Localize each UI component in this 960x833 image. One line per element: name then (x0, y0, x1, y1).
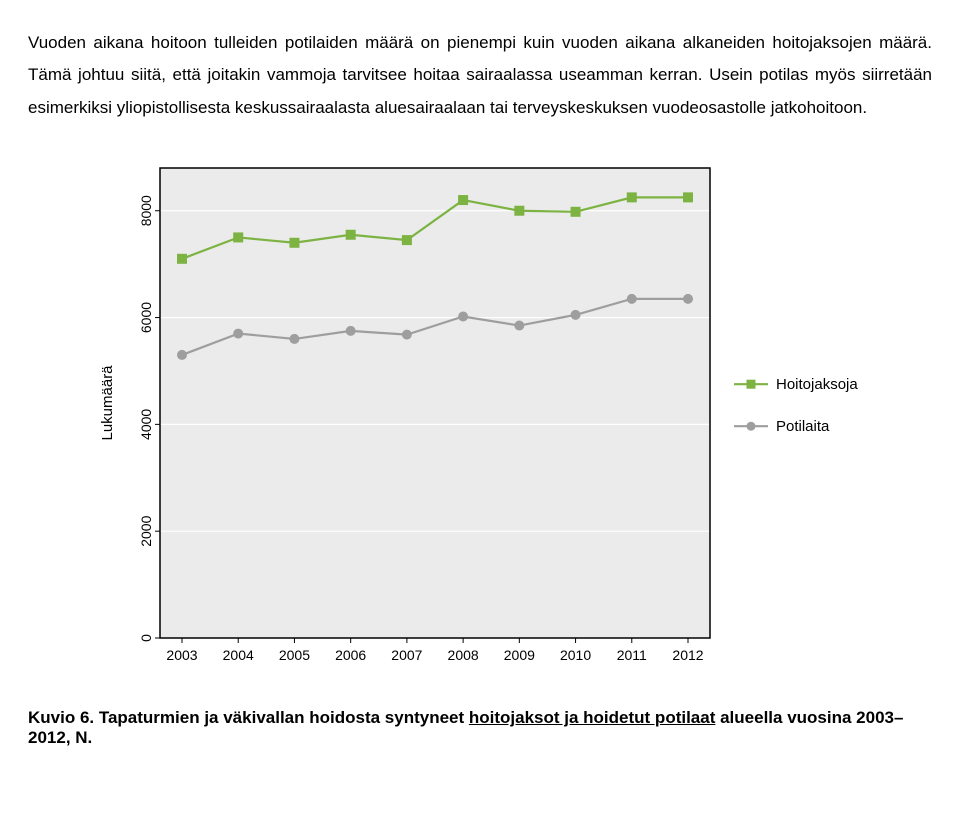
caption-underlined: hoitojaksot ja hoidetut potilaat (469, 708, 716, 727)
line-chart: 0 2000 4000 6000 8000 2003 2004 2005 2006 2007 200… (88, 154, 918, 684)
svg-text:8000: 8000 (138, 195, 154, 226)
svg-text:Potilaita: Potilaita (776, 418, 830, 435)
svg-text:2004: 2004 (223, 647, 254, 663)
svg-text:2011: 2011 (617, 647, 647, 663)
svg-text:2012: 2012 (672, 647, 703, 663)
svg-text:2000: 2000 (138, 515, 154, 546)
svg-text:2010: 2010 (560, 647, 591, 663)
chart-container: 0 2000 4000 6000 8000 2003 2004 2005 2006 2007 200… (88, 154, 918, 684)
svg-text:4000: 4000 (138, 408, 154, 439)
svg-text:2009: 2009 (504, 647, 535, 663)
caption-prefix: Kuvio 6. Tapaturmien ja väkivallan hoido… (28, 708, 469, 727)
intro-paragraph: Vuoden aikana hoitoon tulleiden potilaid… (28, 27, 932, 124)
svg-text:2003: 2003 (166, 647, 197, 663)
svg-text:2006: 2006 (335, 647, 366, 663)
svg-text:Lukumäärä: Lukumäärä (99, 365, 116, 441)
svg-text:0: 0 (138, 634, 154, 642)
svg-text:2005: 2005 (279, 647, 310, 663)
figure-caption: Kuvio 6. Tapaturmien ja väkivallan hoido… (28, 708, 932, 748)
svg-text:Hoitojaksoja: Hoitojaksoja (776, 376, 858, 393)
svg-text:2007: 2007 (391, 647, 422, 663)
svg-text:2008: 2008 (448, 647, 479, 663)
svg-text:6000: 6000 (138, 302, 154, 333)
